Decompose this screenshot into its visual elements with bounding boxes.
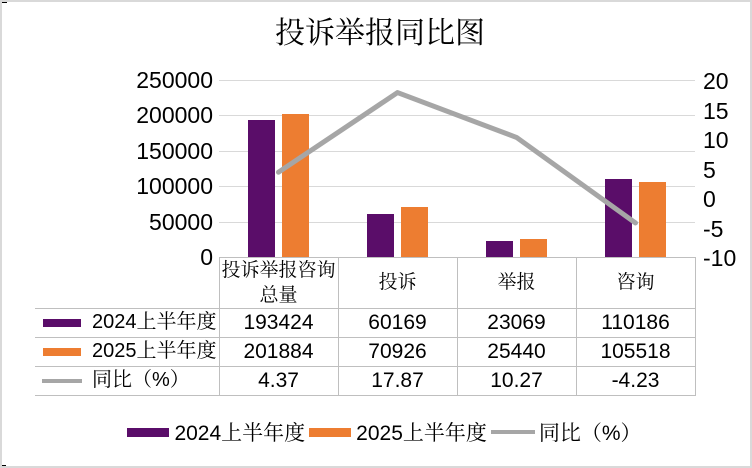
gridline xyxy=(219,221,695,223)
secondary-axis-tick-label: 5 xyxy=(703,156,716,183)
legend-swatch-bar xyxy=(127,427,170,437)
table-category-header: 投诉 xyxy=(378,272,417,293)
gridline xyxy=(219,186,695,188)
primary-axis-tick-label: 200000 xyxy=(136,102,213,129)
bar-series2-cat4 xyxy=(639,182,666,257)
bar-series2-cat2 xyxy=(401,206,428,257)
secondary-axis-tick-label: 0 xyxy=(703,186,716,212)
legend-swatch-line xyxy=(490,430,535,434)
legend-label: 同比（%） xyxy=(538,422,642,445)
secondary-axis-tick-label: 20 xyxy=(703,68,729,94)
corner-notch-top-left xyxy=(2,2,7,3)
chart-title: 投诉举报同比图 xyxy=(275,17,485,50)
yoy-line-layer xyxy=(276,90,638,226)
table-value-cell: 17.87 xyxy=(371,369,424,392)
table-value-cell: -4.23 xyxy=(611,369,660,392)
bar-series1-cat1 xyxy=(248,120,275,257)
table-category-header: 咨询 xyxy=(616,272,655,293)
legend-swatch-bar xyxy=(309,427,352,437)
series-name-label: 同比（%） xyxy=(92,369,190,391)
table-value-cell: 4.37 xyxy=(258,369,299,392)
series-key-line xyxy=(42,378,82,383)
table-value-cell: 105518 xyxy=(600,340,671,363)
series-key-swatch xyxy=(43,347,81,356)
table-row-border xyxy=(35,366,696,367)
primary-axis-tick-label: 0 xyxy=(200,244,213,270)
table-value-cell: 110186 xyxy=(601,311,670,334)
bar-series2-cat3 xyxy=(520,238,547,257)
corner-notch-bottom-left xyxy=(2,465,6,466)
primary-axis-tick-label: 50000 xyxy=(149,208,213,235)
table-value-cell: 60169 xyxy=(368,311,427,334)
table-value-cell: 25440 xyxy=(487,340,546,363)
bar-series1-cat3 xyxy=(486,240,513,257)
table-value-cell: 10.27 xyxy=(490,369,543,392)
table-row-border xyxy=(35,308,696,309)
table-column-border xyxy=(219,257,220,395)
gridline xyxy=(219,150,695,152)
table-value-cell: 201884 xyxy=(243,340,314,363)
yoy-line xyxy=(276,90,638,226)
plot-area xyxy=(219,80,695,257)
table-category-header: 举报 xyxy=(497,272,536,293)
table-category-header: 投诉举报咨询总量 xyxy=(221,259,336,306)
legend-label: 2025上半年度 xyxy=(356,422,487,445)
series-name-label: 2025上半年度 xyxy=(92,340,217,362)
table-row-border xyxy=(35,395,696,396)
secondary-axis-tick-label: 15 xyxy=(703,97,729,124)
table-value-cell: 23069 xyxy=(487,311,546,334)
bar-series1-cat2 xyxy=(367,214,394,257)
secondary-axis-tick-label: -5 xyxy=(703,215,724,242)
secondary-axis-tick-label: -10 xyxy=(703,245,737,271)
table-column-border xyxy=(576,257,577,395)
table-value-cell: 70926 xyxy=(368,340,427,363)
table-column-border xyxy=(695,257,696,395)
chart-legend: 2024上半年度 2025上半年度 同比（%） xyxy=(2,418,750,446)
table-value-cell: 193424 xyxy=(243,311,314,334)
secondary-axis-tick-label: 10 xyxy=(703,127,729,153)
table-column-border xyxy=(457,257,458,395)
table-column-border xyxy=(338,257,339,395)
series-key-swatch xyxy=(43,318,81,327)
bar-series2-cat1 xyxy=(282,114,309,257)
primary-axis-tick-label: 100000 xyxy=(136,173,213,200)
legend-label: 2024上半年度 xyxy=(174,422,306,445)
gridline xyxy=(219,80,695,81)
primary-axis-tick-label: 150000 xyxy=(136,137,213,164)
table-row-border xyxy=(35,337,696,338)
series-name-label: 2024上半年度 xyxy=(92,311,217,333)
primary-axis-tick-label: 250000 xyxy=(136,67,213,93)
